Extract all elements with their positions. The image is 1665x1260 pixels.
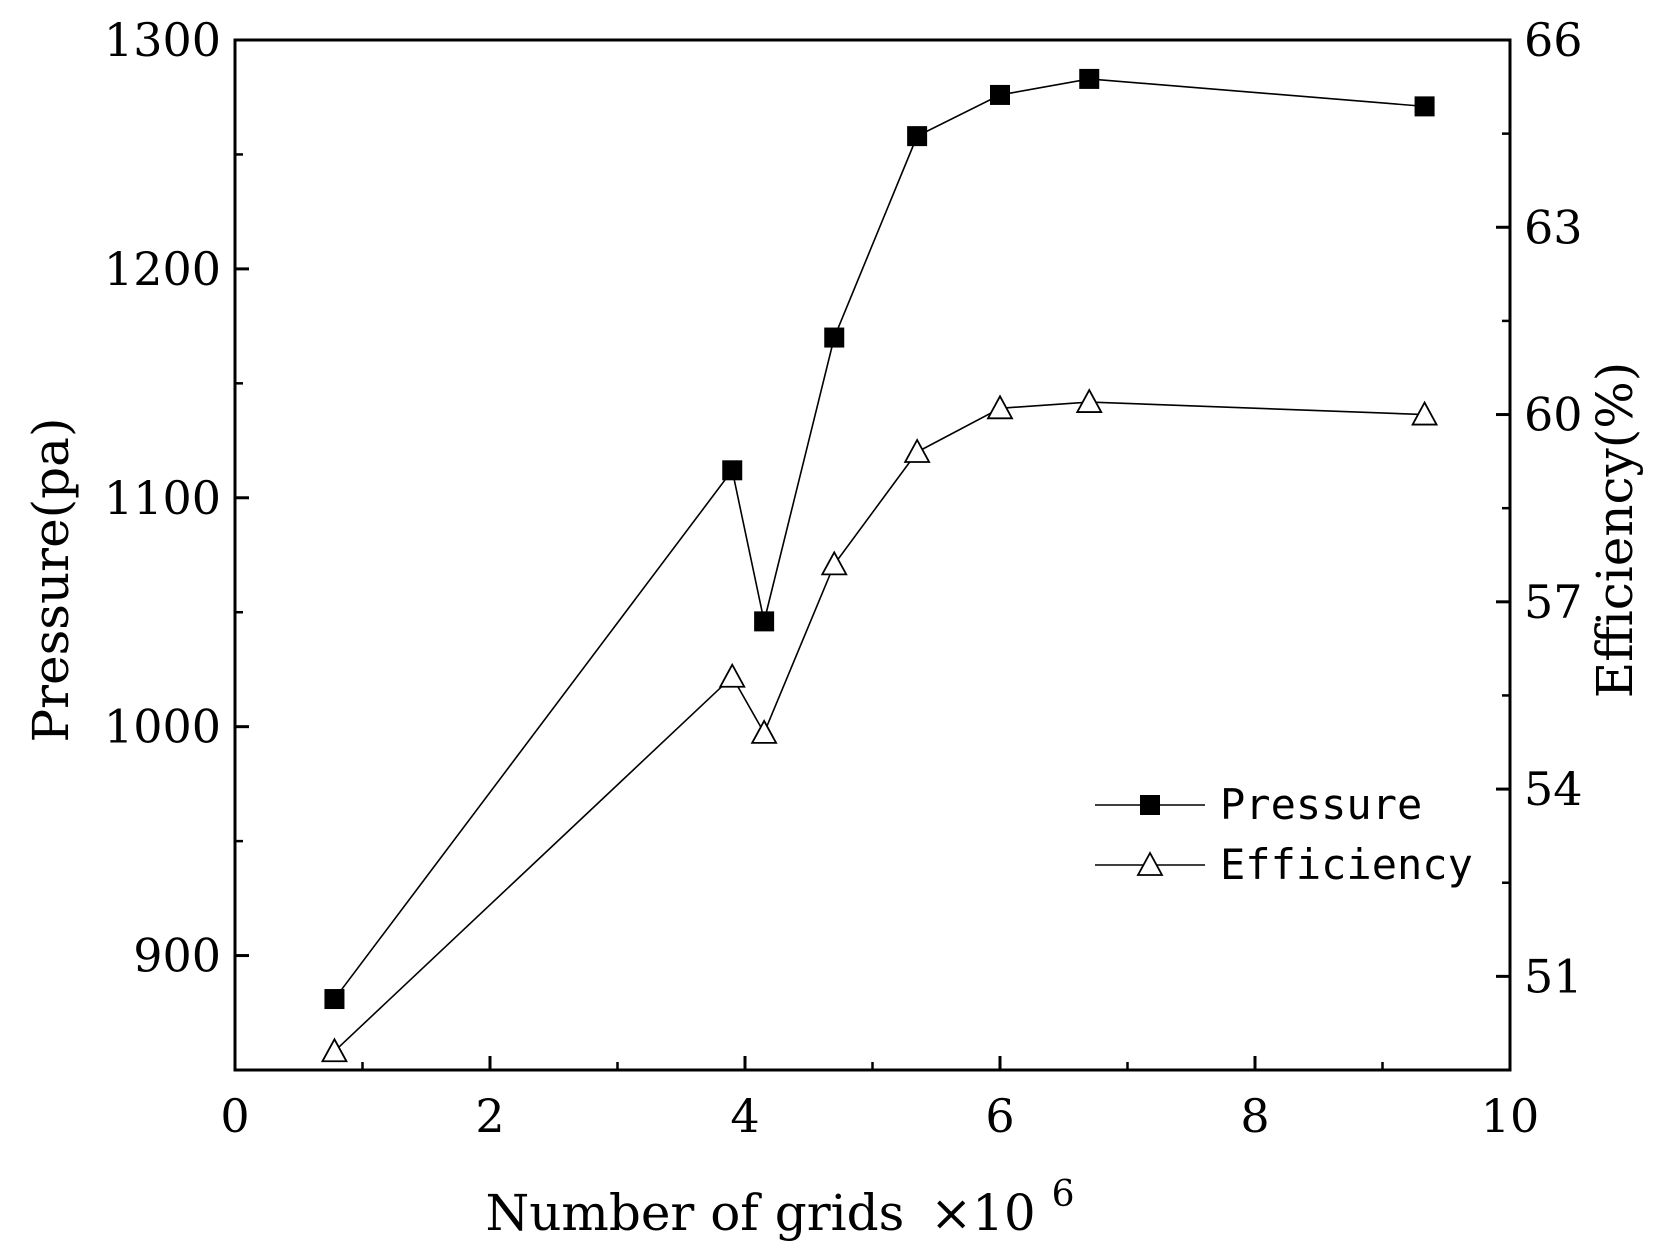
pressure-point [722, 460, 743, 481]
pressure-point [754, 611, 775, 632]
y-left-tick-label: 1300 [104, 13, 221, 67]
y-axis-right-title: Efficiency(%) [1586, 362, 1644, 699]
pressure-point [990, 84, 1010, 105]
y-left-tick-label: 1000 [104, 700, 221, 754]
plot-frame [233, 38, 1512, 1072]
pressure-point [1414, 96, 1435, 117]
efficiency-point [750, 719, 778, 744]
y-right-tick-label: 66 [1524, 13, 1583, 67]
pressure-point [824, 327, 845, 348]
legend-marker-efficiency [1136, 851, 1164, 876]
y-right-tick-label: 54 [1524, 762, 1583, 816]
x-axis-title-main: Number of grids [485, 1184, 904, 1242]
efficiency-point [718, 662, 746, 688]
x-axis-title-exponent: 6 [1052, 1174, 1075, 1215]
x-tick-label: 2 [475, 1089, 504, 1143]
y-axis-left-title: Pressure(pa) [22, 418, 80, 743]
x-axis-title-suffix: ×10 [930, 1184, 1036, 1242]
legend: Pressure Efficiency [1095, 780, 1473, 889]
efficiency-point [903, 438, 931, 463]
efficiency-point [1075, 388, 1103, 413]
pressure-point [1079, 68, 1100, 89]
y-left-tick-label: 900 [133, 929, 221, 983]
pressure-point [907, 126, 928, 147]
x-tick-label: 0 [220, 1089, 249, 1143]
y-right-tick-label: 51 [1524, 949, 1583, 1003]
legend-label-efficiency: Efficiency [1220, 840, 1473, 889]
axes-layer [233, 38, 1512, 1072]
x-axis-title: Number of grids ×10 6 [485, 1174, 1074, 1242]
series-layer [320, 68, 1439, 1063]
efficiency-series-line [333, 401, 1425, 1052]
x-tick-label: 4 [730, 1089, 759, 1143]
x-tick-label: 10 [1481, 1089, 1540, 1143]
y-right-tick-label: 60 [1524, 388, 1583, 442]
axis-titles: Pressure(pa) Efficiency(%) Number of gri… [22, 362, 1644, 1242]
y-right-tick-label: 63 [1524, 200, 1583, 254]
x-tick-label: 8 [1240, 1089, 1269, 1143]
y-left-tick-label: 1100 [104, 471, 221, 525]
efficiency-point [986, 394, 1014, 420]
efficiency-point [820, 550, 848, 576]
pressure-series-line [333, 78, 1425, 1000]
efficiency-point [320, 1037, 348, 1063]
efficiency-point [1411, 400, 1439, 426]
legend-label-pressure: Pressure [1220, 780, 1422, 829]
pressure-point [324, 989, 345, 1010]
x-tick-label: 6 [985, 1089, 1014, 1143]
y-left-tick-label: 1200 [104, 242, 221, 296]
ticks-layer: 0 2 4 6 8 10 900 1000 1100 1200 1300 51 54 57 60 63 66 [104, 13, 1583, 1143]
y-right-tick-label: 57 [1524, 575, 1583, 629]
legend-marker-pressure [1140, 795, 1160, 815]
